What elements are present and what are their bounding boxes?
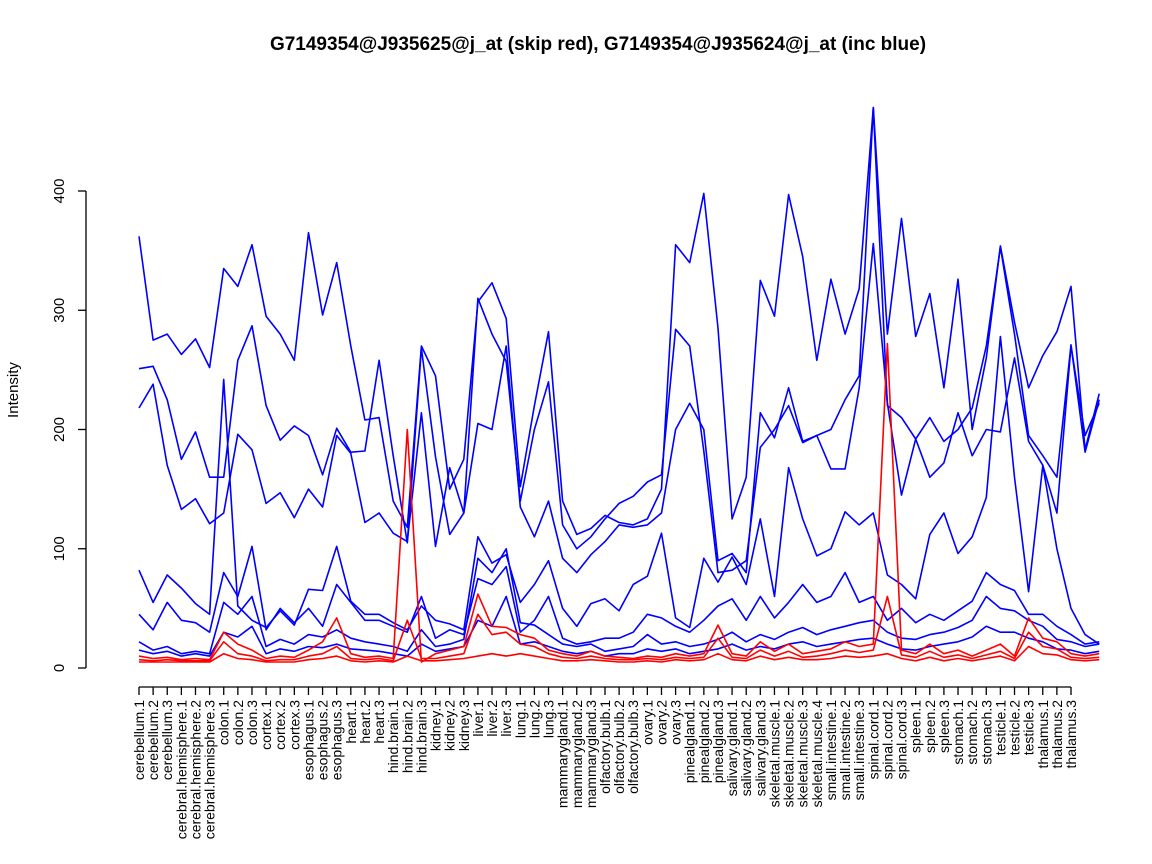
- x-tick-label: mammarygland.2: [569, 700, 585, 808]
- x-tick-label: olfactory.bulb.3: [625, 700, 641, 794]
- x-tick-label: hind.brain.2: [399, 700, 415, 773]
- series-line-skip-9: [138, 595, 1100, 662]
- x-tick-label: pinealgland.3: [710, 700, 726, 784]
- y-axis-label: Intensity: [5, 362, 22, 418]
- x-tick-label: cerebellum.1: [131, 700, 147, 780]
- x-tick-label: pinealgland.2: [696, 700, 712, 784]
- x-tick-label: spleen.1: [908, 700, 924, 753]
- x-tick-label: thalamus.1: [1035, 700, 1051, 769]
- x-tick-label: esophagus.2: [315, 700, 331, 780]
- x-tick-label: lung.3: [541, 700, 557, 738]
- series-line-inc-4: [138, 335, 1100, 645]
- x-tick-label: spleen.2: [922, 700, 938, 753]
- x-tick-label: ovary.1: [639, 700, 655, 745]
- y-tick-label: 0: [51, 664, 68, 672]
- y-axis: 0 100 200 300 400: [51, 178, 87, 672]
- x-tick-label: ovary.2: [653, 700, 669, 745]
- x-tick-label: kidney.2: [442, 700, 458, 751]
- x-tick-label: kidney.3: [456, 700, 472, 751]
- x-tick-label: small.intestine.3: [851, 700, 867, 801]
- series-line-inc-6: [138, 547, 1100, 655]
- x-tick-label: skeletal.muscle.1: [766, 700, 782, 808]
- series-line-inc-7: [138, 595, 1100, 657]
- x-tick-label: heart.3: [371, 700, 387, 744]
- x-tick-label: skeletal.muscle.2: [781, 700, 797, 808]
- x-tick-label: heart.1: [343, 700, 359, 744]
- x-tick-label: colon.1: [216, 700, 232, 745]
- x-tick-label: cerebral.hemisphere.1: [173, 700, 189, 840]
- x-tick-label: liver.3: [498, 700, 514, 737]
- x-tick-label: stomach.1: [950, 700, 966, 765]
- y-tick-label: 100: [51, 536, 68, 561]
- x-tick-label: cortex.3: [286, 700, 302, 750]
- x-tick-label: stomach.3: [978, 700, 994, 765]
- x-tick-label: cerebellum.2: [145, 700, 161, 780]
- x-tick-label: small.intestine.2: [837, 700, 853, 801]
- x-tick-label: salivary.gland.1: [724, 700, 740, 796]
- x-tick-label: lung.1: [512, 700, 528, 738]
- x-tick-label: colon.2: [230, 700, 246, 745]
- x-tick-label: pinealgland.1: [682, 700, 698, 784]
- series-line-skip-8: [138, 342, 1100, 663]
- x-tick-label: salivary.gland.2: [738, 700, 754, 796]
- x-tick-label: hind.brain.1: [385, 700, 401, 773]
- x-tick-label: spleen.3: [936, 700, 952, 753]
- x-tick-label: skeletal.muscle.3: [795, 700, 811, 808]
- chart-title: G7149354@J935625@j_at (skip red), G71493…: [270, 34, 926, 55]
- x-tick-label: spinal.cord.3: [894, 700, 910, 780]
- x-tick-label: cerebellum.3: [159, 700, 175, 780]
- x-tick-label: heart.2: [357, 700, 373, 744]
- x-tick-label: testicle.3: [1021, 700, 1037, 755]
- x-tick-label: cortex.2: [272, 700, 288, 750]
- x-tick-label: thalamus.2: [1049, 700, 1065, 769]
- x-tick-label: small.intestine.1: [823, 700, 839, 801]
- x-tick-label: testicle.2: [1007, 700, 1023, 755]
- x-tick-label: colon.3: [244, 700, 260, 745]
- series-line-skip-10: [139, 645, 1100, 663]
- x-tick-label: esophagus.1: [300, 700, 316, 780]
- x-tick-label: testicle.1: [992, 700, 1008, 755]
- x-tick-label: stomach.2: [964, 700, 980, 765]
- x-tick-label: liver.1: [470, 700, 486, 737]
- series-line-inc-2: [138, 106, 1100, 574]
- x-tick-label: olfactory.bulb.1: [597, 700, 613, 794]
- x-tick-label: olfactory.bulb.2: [611, 700, 627, 794]
- y-tick-label: 200: [51, 417, 68, 442]
- y-tick-label: 400: [51, 178, 68, 203]
- x-tick-label: lung.2: [526, 700, 542, 738]
- x-tick-label: mammarygland.3: [583, 700, 599, 808]
- y-tick-label: 300: [51, 298, 68, 323]
- x-tick-label: cortex.1: [258, 700, 274, 750]
- x-axis: cerebellum.1cerebellum.2cerebellum.3cere…: [131, 686, 1079, 840]
- x-tick-label: cerebral.hemisphere.3: [202, 700, 218, 840]
- x-tick-label: skeletal.muscle.4: [809, 700, 825, 808]
- x-tick-label: spinal.cord.1: [865, 700, 881, 780]
- x-tick-label: hind.brain.3: [413, 700, 429, 773]
- x-tick-label: salivary.gland.3: [752, 700, 768, 796]
- series-line-inc-5: [138, 545, 1100, 645]
- x-tick-label: spinal.cord.2: [879, 700, 895, 780]
- series-line-inc-1: [138, 106, 1100, 536]
- series-line-inc-3: [138, 242, 1100, 574]
- plot-area: [138, 106, 1100, 663]
- x-tick-label: thalamus.3: [1063, 700, 1079, 769]
- x-tick-label: cerebral.hemisphere.2: [187, 700, 203, 840]
- x-tick-label: ovary.3: [668, 700, 684, 745]
- x-tick-label: kidney.1: [428, 700, 444, 751]
- x-tick-label: esophagus.3: [329, 700, 345, 780]
- x-tick-label: mammarygland.1: [555, 700, 571, 808]
- x-tick-label: liver.2: [484, 700, 500, 737]
